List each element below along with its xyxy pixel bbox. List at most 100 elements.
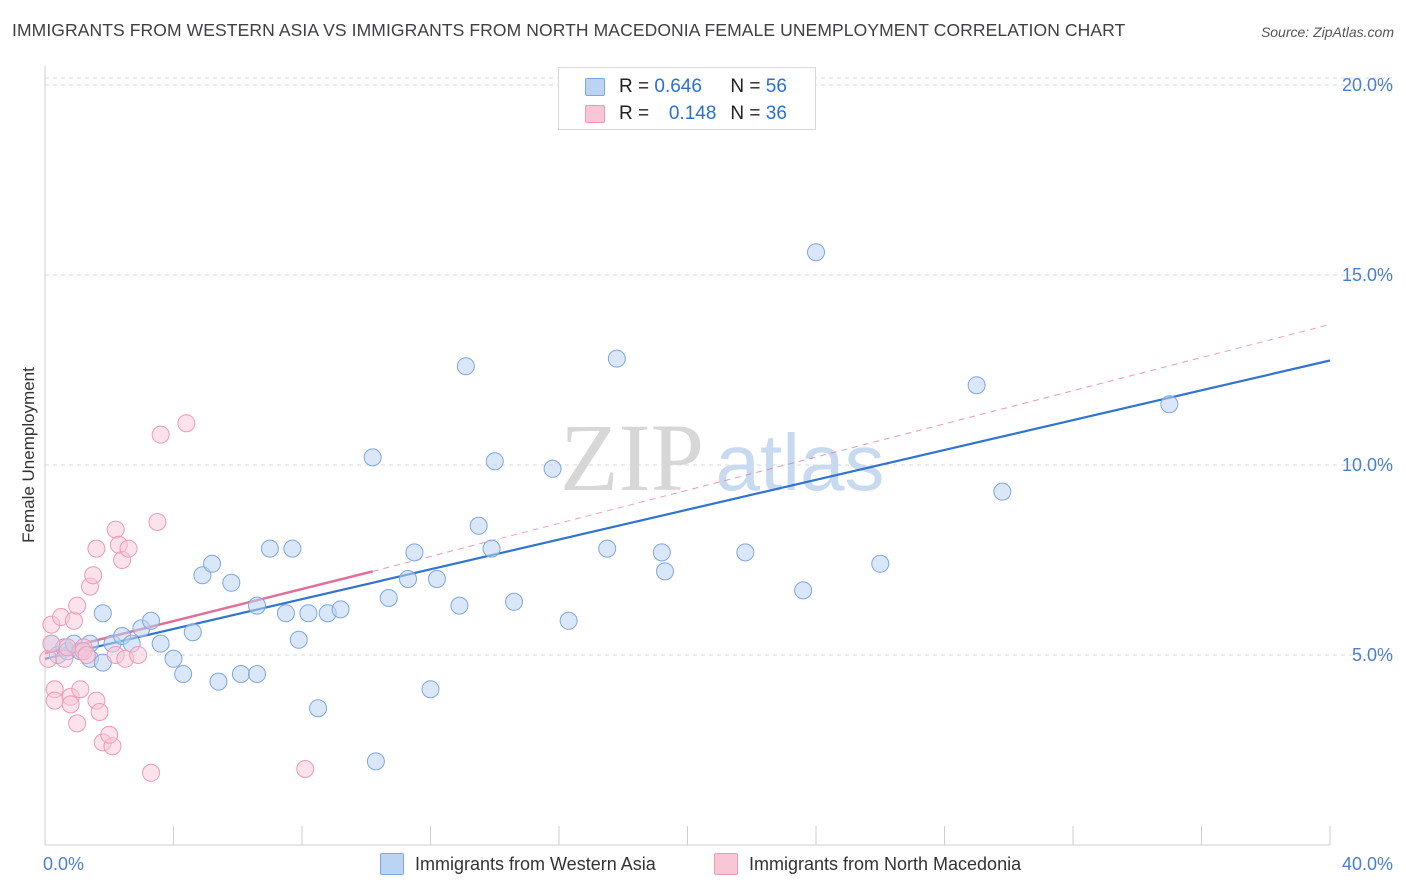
data-point-western-asia [164,649,183,668]
data-point-north-macedonia [77,646,96,664]
data-point-north-macedonia [71,680,90,699]
data-point-western-asia [652,543,671,562]
data-point-western-asia [607,349,626,368]
data-point-western-asia [598,539,617,558]
data-point-north-macedonia [58,638,77,657]
data-point-western-asia [183,623,202,642]
watermark: ZIP atlas [560,404,884,511]
data-point-north-macedonia [42,634,61,653]
data-point-western-asia [421,680,440,699]
data-point-western-asia [656,562,675,581]
y-tick-label: 5.0% [1352,645,1393,665]
series-swatch-pink [714,853,738,875]
legend-row-western-asia: R = 0.646 N = 56 [585,74,787,100]
data-point-north-macedonia [151,425,170,444]
y-tick-label: 20.0% [1342,75,1393,95]
data-point-north-macedonia [177,414,196,433]
data-point-western-asia [248,665,267,683]
legend-row-north-macedonia: R = 0.148 N = 36 [585,101,787,127]
data-point-western-asia [248,596,267,615]
data-point-western-asia [543,459,562,478]
data-point-north-macedonia [87,539,106,558]
legend-n-value: 56 [765,76,787,97]
y-tick-label: 15.0% [1342,265,1393,285]
chart-title: IMMIGRANTS FROM WESTERN ASIA VS IMMIGRAN… [12,20,1126,40]
pink-trend-line [44,570,373,655]
data-point-western-asia [469,516,488,535]
series-legend-north-macedonia: Immigrants from North Macedonia [714,852,1021,876]
data-point-western-asia [174,665,193,683]
legend-swatch-pink [585,105,605,123]
data-point-north-macedonia [39,649,58,668]
data-point-western-asia [993,482,1012,501]
data-point-north-macedonia [119,539,138,558]
series-legend-label: Immigrants from North Macedonia [749,853,1022,874]
y-tick-label: 10.0% [1342,455,1393,475]
data-point-western-asia [807,243,825,262]
data-point-north-macedonia [68,596,87,615]
labels-layer: 5.0% 10.0% 15.0% 20.0% 0.0% 40.0% [43,75,1393,874]
data-point-western-asia [736,543,755,562]
data-point-western-asia [379,589,398,607]
data-point-western-asia [482,539,501,558]
data-point-western-asia [427,570,446,588]
series-legend-western-asia: Immigrants from Western Asia [380,852,656,876]
data-point-western-asia [276,604,295,623]
data-point-western-asia [366,752,385,771]
data-point-western-asia [450,596,469,615]
legend-r-value: 0.148 [668,103,717,124]
y-axis-title: Female Unemployment [19,367,38,543]
data-point-north-macedonia [64,611,83,630]
data-point-western-asia [363,448,382,467]
series-legend-label: Immigrants from Western Asia [415,853,656,874]
legend-r-label: R = [619,76,650,97]
axes-layer [44,66,1331,846]
data-point-north-macedonia [45,691,64,710]
watermark-zip: ZIP [560,404,704,511]
data-point-north-macedonia [84,566,103,585]
data-point-western-asia [222,573,241,592]
x-tick-label: 0.0% [43,854,84,874]
data-point-western-asia [331,600,350,619]
data-point-western-asia [283,539,302,558]
data-point-western-asia [299,604,318,623]
legend-n-label: N = [730,103,761,124]
data-point-western-asia [203,554,222,573]
data-point-western-asia [289,630,308,649]
data-point-western-asia [309,699,328,718]
data-point-north-macedonia [296,760,315,778]
data-point-north-macedonia [129,646,148,664]
points-layer [39,243,1179,782]
x-tick-label: 40.0% [1342,854,1393,874]
legend-n-label: N = [730,76,761,97]
data-point-western-asia [405,543,424,562]
correlation-legend: R = 0.646 N = 56 R = 0.148 N = 36 [558,67,816,130]
data-point-western-asia [142,611,161,630]
data-point-western-asia [871,554,890,573]
data-point-western-asia [794,581,813,600]
data-point-western-asia [559,611,578,630]
data-point-western-asia [505,592,524,611]
watermark-atlas: atlas [716,418,885,507]
data-point-western-asia [260,539,279,558]
data-point-western-asia [93,604,112,623]
data-point-western-asia [456,357,475,376]
data-point-western-asia [485,452,504,471]
data-point-western-asia [1160,395,1179,414]
data-point-north-macedonia [90,703,109,721]
data-point-north-macedonia [100,725,119,744]
data-point-north-macedonia [68,714,87,733]
source-credit: Source: ZipAtlas.com [1260,24,1394,40]
data-point-north-macedonia [148,513,167,531]
data-point-north-macedonia [106,520,125,539]
series-swatch-blue [380,853,404,875]
data-point-western-asia [209,672,228,691]
legend-r-label: R = [619,103,650,124]
legend-swatch-blue [585,78,605,96]
data-point-western-asia [151,634,170,653]
data-point-north-macedonia [142,763,161,782]
data-point-western-asia [399,570,418,588]
legend-n-value: 36 [765,103,787,124]
legend-r-value: 0.646 [654,76,702,97]
